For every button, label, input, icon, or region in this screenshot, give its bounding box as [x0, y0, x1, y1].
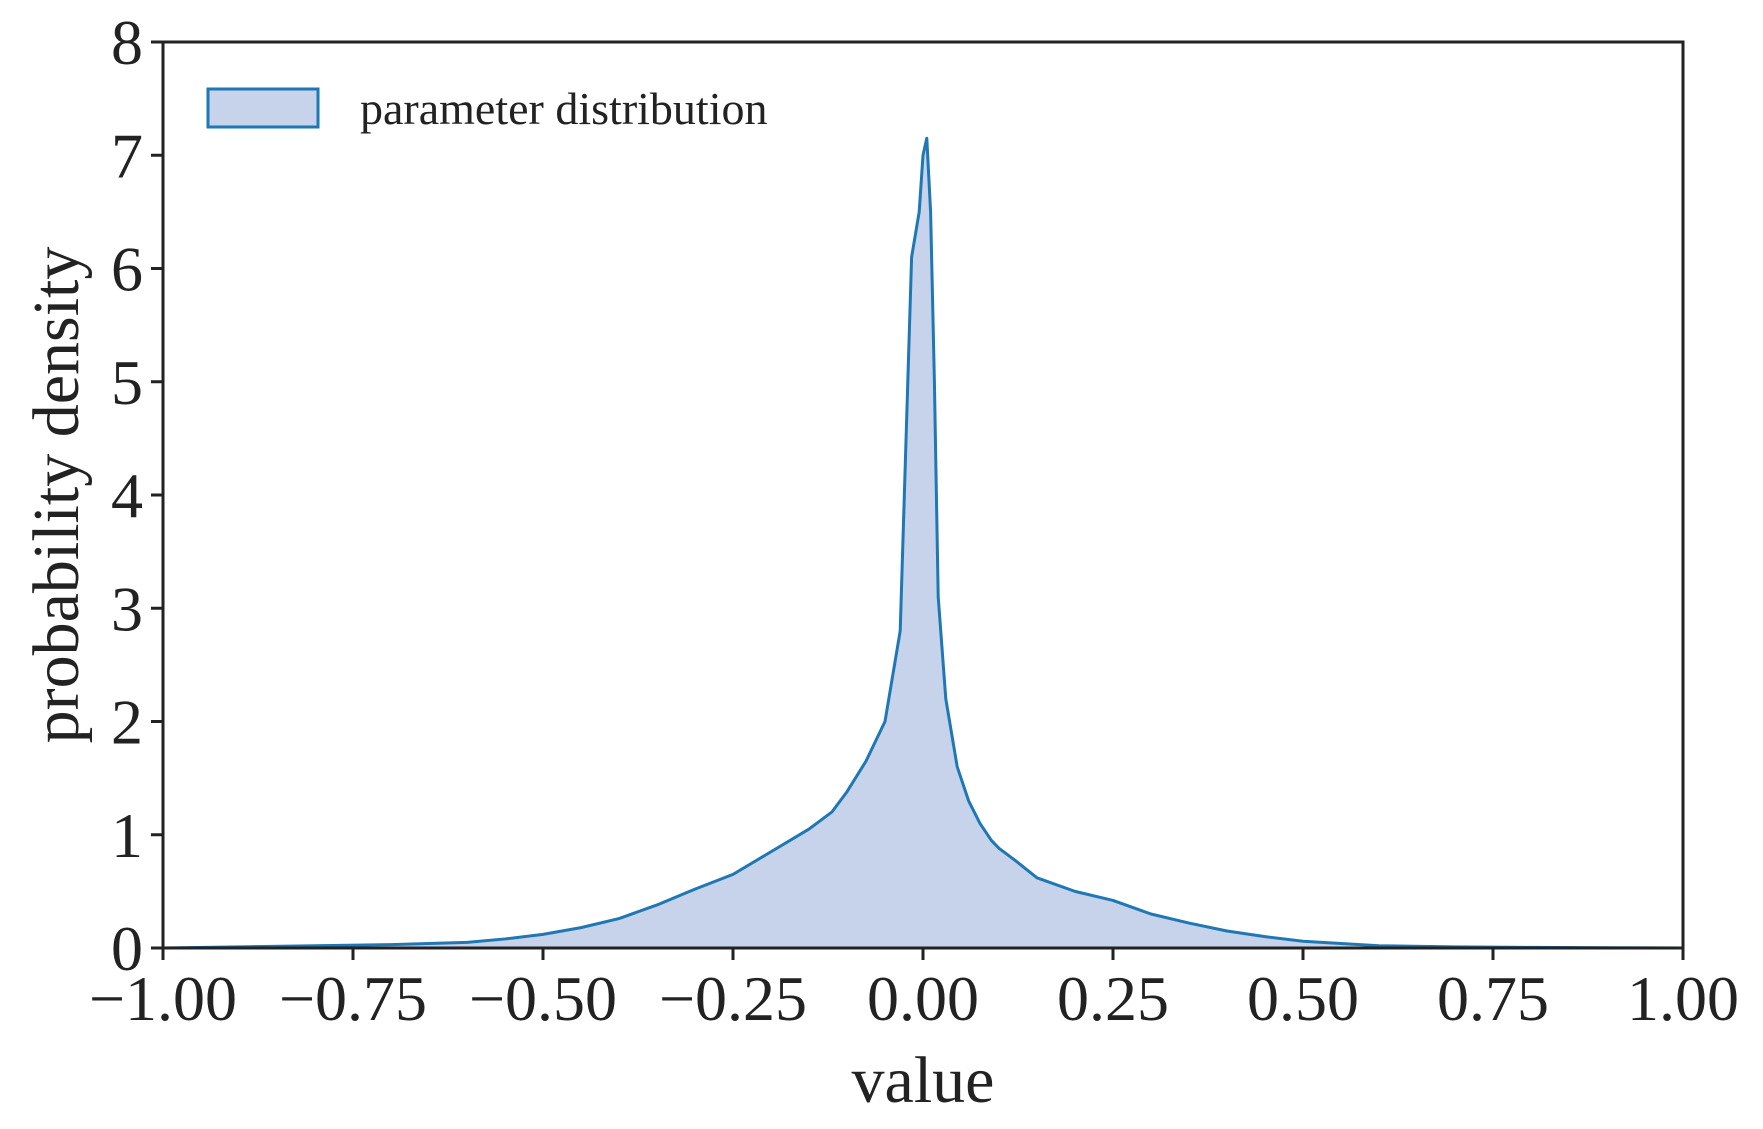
y-tick-label: 2: [111, 687, 143, 758]
x-tick-label: −1.00: [89, 963, 237, 1034]
x-tick-label: 0.25: [1057, 963, 1169, 1034]
x-tick-label: −0.75: [279, 963, 427, 1034]
y-tick-label: 7: [111, 120, 143, 191]
legend-swatch: [206, 87, 320, 129]
legend: parameter distribution: [206, 83, 768, 134]
x-tick-label: 0.75: [1437, 963, 1549, 1034]
x-axis: −1.00 −0.75 −0.50 −0.25 0.00 0.25 0.50 0.75 1.00: [89, 948, 1739, 1034]
x-tick-label: −0.25: [659, 963, 807, 1034]
y-tick-label: 0: [111, 913, 143, 984]
density-area-fill: [163, 138, 1683, 948]
y-tick-label: 6: [111, 234, 143, 305]
y-tick-label: 3: [111, 573, 143, 644]
x-tick-label: 0.00: [867, 963, 979, 1034]
y-axis-label: probability density: [20, 247, 93, 744]
y-axis: 0 1 2 3 4 5 6 7 8: [111, 7, 163, 984]
legend-label: parameter distribution: [360, 83, 768, 134]
density-area: [163, 138, 1683, 948]
x-tick-label: 1.00: [1627, 963, 1739, 1034]
y-tick-label: 4: [111, 460, 143, 531]
density-series-line: [162, 136, 1684, 950]
x-tick-label: 0.50: [1247, 963, 1359, 1034]
x-axis-label: value: [852, 1044, 995, 1117]
y-tick-label: 1: [111, 800, 143, 871]
y-tick-label: 5: [111, 347, 143, 418]
y-tick-label: 8: [111, 7, 143, 78]
x-tick-label: −0.50: [469, 963, 617, 1034]
density-line: [162, 136, 1684, 950]
